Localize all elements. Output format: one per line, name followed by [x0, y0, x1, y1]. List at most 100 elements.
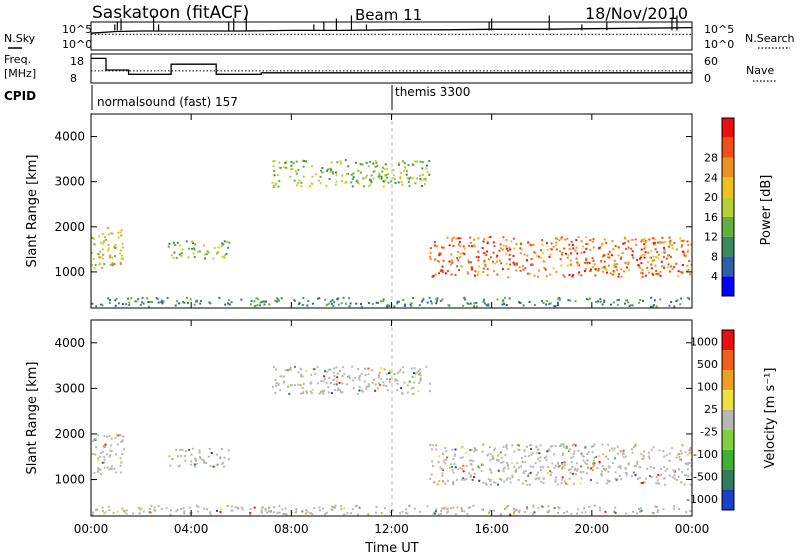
scatter-cell: [443, 506, 446, 509]
scatter-cell: [528, 301, 531, 303]
scatter-cell: [660, 260, 663, 263]
scatter-cell: [612, 269, 615, 272]
scatter-cell: [316, 382, 319, 385]
scatter-cell: [651, 259, 654, 262]
scatter-cell: [401, 366, 404, 369]
scatter-cell: [289, 384, 292, 387]
scatter-cell: [108, 455, 111, 458]
scatter-cell: [658, 253, 660, 256]
scatter-cell: [99, 473, 102, 476]
scatter-cell: [141, 301, 144, 304]
scatter-cell: [402, 371, 405, 374]
scatter-cell: [147, 301, 150, 303]
scatter-cell: [321, 167, 324, 169]
scatter-cell: [686, 296, 689, 299]
scatter-cell: [318, 392, 321, 395]
scatter-cell: [377, 387, 379, 390]
scatter-cell: [650, 448, 653, 451]
scatter-cell: [687, 268, 690, 271]
scatter-cell: [424, 179, 427, 182]
scatter-cell: [642, 299, 645, 302]
scatter-cell: [571, 275, 574, 278]
scatter-cell: [501, 268, 504, 271]
scatter-cell: [340, 302, 343, 305]
scatter-cell: [551, 445, 554, 448]
scatter-cell: [380, 511, 383, 514]
scatter-cell: [285, 166, 288, 169]
scatter-cell: [568, 248, 571, 250]
scatter-cell: [480, 462, 483, 465]
scatter-cell: [475, 301, 478, 304]
scatter-cell: [491, 458, 494, 460]
scatter-cell: [673, 266, 676, 269]
scatter-cell: [569, 259, 572, 262]
scatter-cell: [627, 269, 630, 272]
noise-sky-label: N.Sky: [4, 32, 36, 45]
scatter-cell: [663, 267, 665, 269]
scatter-cell: [93, 267, 96, 270]
scatter-cell: [563, 464, 566, 467]
scatter-cell: [539, 469, 542, 472]
scatter-cell: [508, 246, 511, 249]
scatter-cell: [138, 512, 141, 515]
scatter-cell: [374, 383, 377, 386]
scatter-cell: [440, 512, 443, 515]
scatter-cell: [182, 301, 185, 303]
scatter-cell: [565, 482, 568, 485]
scatter-cell: [602, 453, 605, 456]
scatter-cell: [209, 511, 212, 514]
scatter-cell: [155, 297, 158, 300]
scatter-cell: [401, 392, 404, 395]
scatter-cell: [414, 182, 417, 185]
scatter-cell: [228, 241, 231, 244]
scatter-cell: [337, 297, 340, 300]
scatter-cell: [567, 254, 570, 257]
scatter-cell: [636, 258, 639, 261]
scatter-cell: [526, 259, 529, 262]
noise-sky-series: [90, 26, 693, 34]
scatter-cell: [502, 244, 505, 247]
power-scatter: [91, 159, 692, 308]
scatter-cell: [469, 242, 472, 244]
scatter-cell: [656, 479, 659, 482]
scatter-cell: [654, 505, 657, 508]
scatter-cell: [516, 263, 518, 266]
scatter-cell: [534, 462, 537, 465]
scatter-cell: [441, 271, 444, 274]
scatter-cell: [539, 256, 542, 259]
scatter-cell: [311, 175, 314, 178]
scatter-cell: [115, 297, 118, 300]
scatter-cell: [320, 380, 323, 383]
scatter-cell: [116, 434, 119, 436]
scatter-cell: [593, 504, 596, 507]
scatter-cell: [549, 474, 552, 477]
scatter-cell: [568, 449, 571, 452]
scatter-cell: [573, 443, 575, 446]
scatter-cell: [514, 470, 517, 472]
scatter-cell: [108, 509, 111, 512]
scatter-cell: [501, 299, 504, 302]
scatter-cell: [620, 478, 623, 481]
scatter-cell: [606, 479, 609, 482]
scatter-cell: [668, 242, 671, 245]
scatter-cell: [640, 248, 643, 251]
scatter-cell: [580, 251, 583, 254]
scatter-cell: [552, 267, 555, 270]
scatter-cell: [547, 511, 550, 513]
scatter-cell: [535, 477, 538, 480]
scatter-cell: [473, 302, 476, 305]
scatter-cell: [603, 260, 606, 263]
scatter-cell: [259, 301, 262, 304]
noise-spikes: [114, 15, 678, 31]
scatter-cell: [490, 483, 492, 486]
scatter-cell: [567, 469, 570, 472]
scatter-cell: [313, 507, 316, 509]
scatter-cell: [454, 466, 457, 469]
scatter-cell: [369, 160, 372, 163]
scatter-cell: [623, 270, 626, 273]
scatter-cell: [411, 376, 414, 379]
scatter-cell: [384, 163, 387, 166]
scatter-cell: [413, 367, 416, 370]
scatter-cell: [453, 463, 456, 466]
